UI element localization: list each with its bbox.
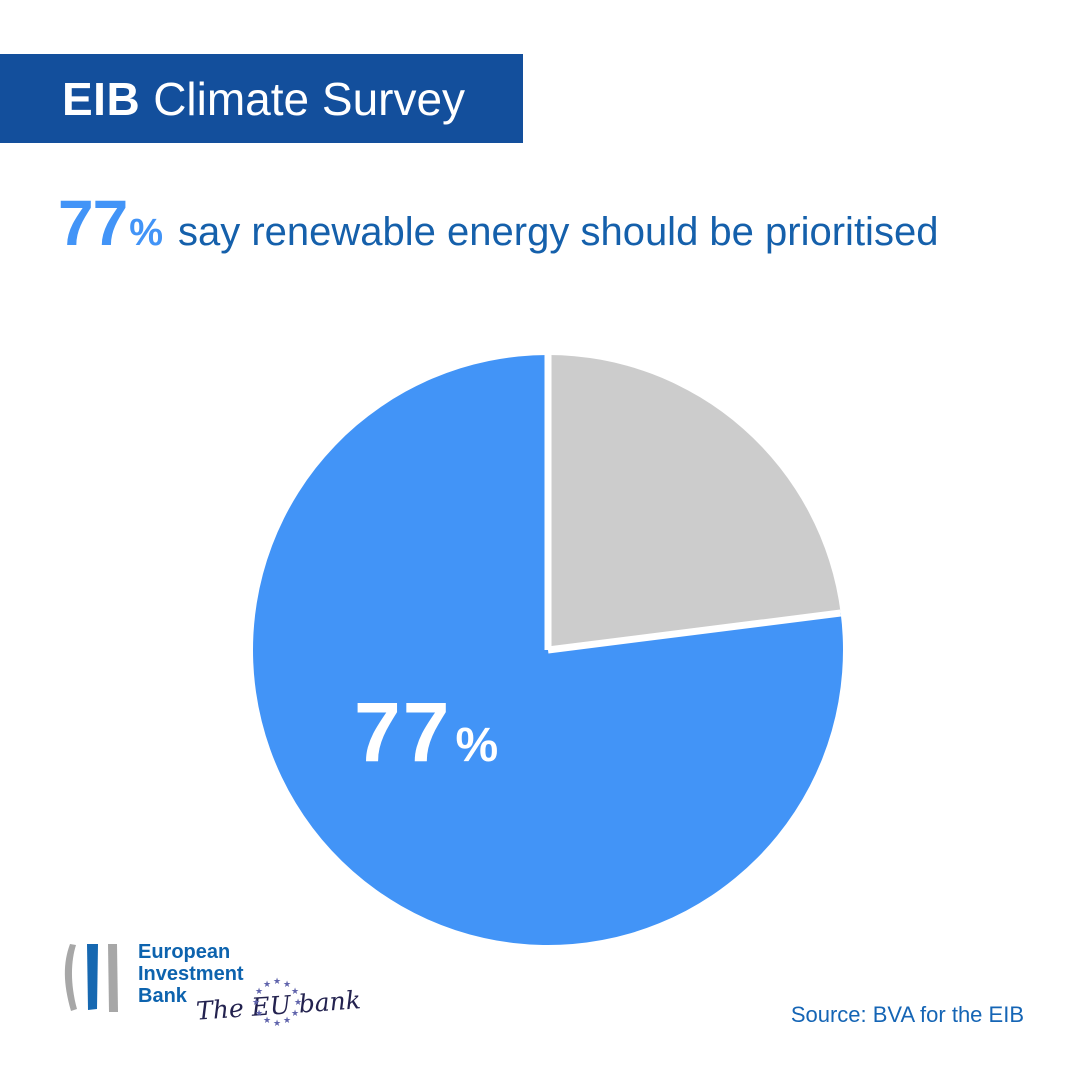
pie-label-percent: % [455,719,499,772]
pie-label-value: 77 [354,685,452,779]
pie-chart-svg [252,355,843,945]
eib-logo: European Investment Bank The EU bank ★ ★… [60,940,390,1055]
pie-slice-separator [547,609,842,654]
eu-star-icon: ★ [254,1008,264,1018]
eib-logo-line-2: Investment [138,963,244,985]
headline: 77 % say renewable energy should be prio… [58,186,1038,260]
eib-logo-line-1: European [138,941,231,963]
eu-star-icon: ★ [282,979,292,989]
headline-stat-percent: % [129,212,163,254]
eib-logo-text: European Investment Bank [138,941,244,1007]
eu-star-icon: ★ [293,997,303,1007]
pie-slice [548,355,841,650]
eu-star-icon: ★ [272,976,282,986]
pie-slice-label: 77 % [354,684,498,781]
banner-brand: EIB [62,72,141,125]
source-credit: Source: BVA for the EIB [790,1002,1024,1027]
headline-text: say renewable energy should be prioritis… [177,210,939,254]
eu-star-icon: ★ [254,986,264,996]
banner-title: Climate Survey [153,72,466,125]
pie-chart: 77 % [250,352,846,948]
eu-star-icon: ★ [290,986,300,996]
eu-star-icon: ★ [251,997,261,1007]
eu-star-icon: ★ [262,1015,272,1025]
headline-stat-value: 77 [58,187,128,259]
eib-logo-bars-icon [64,944,118,1012]
eu-star-icon: ★ [282,1015,292,1025]
eu-star-icon: ★ [290,1008,300,1018]
header-banner: EIB Climate Survey [0,54,523,143]
eib-logo-line-3: Bank [138,985,187,1007]
eu-star-icon: ★ [272,1018,282,1028]
eu-star-icon: ★ [262,979,272,989]
